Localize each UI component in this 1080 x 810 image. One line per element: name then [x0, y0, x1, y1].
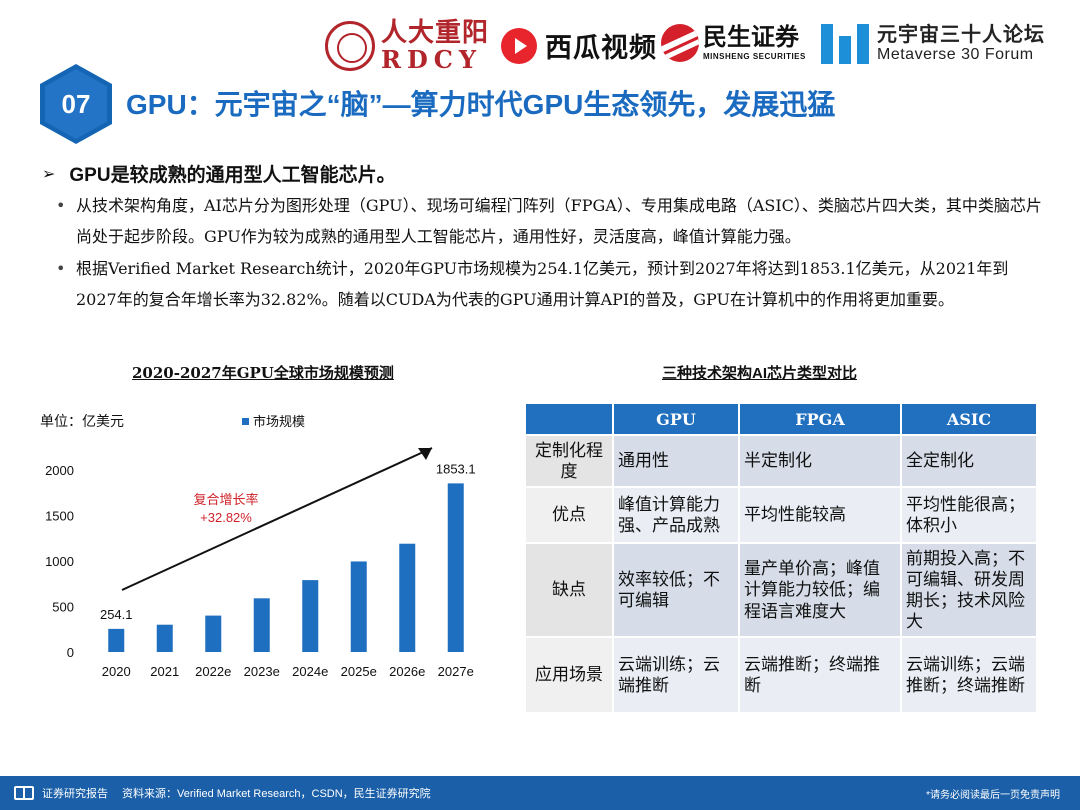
y-tick-label: 1500 [45, 509, 74, 524]
cell-fpga: 量产单价高；峰值计算能力较低；编程语言难度大 [738, 542, 902, 638]
table-row: 缺点 效率较低；不可编辑 量产单价高；峰值计算能力较低；编程语言难度大 前期投入… [524, 542, 1038, 638]
cell-gpu: 云端训练；云端推断 [612, 636, 740, 714]
x-tick-label: 2023e [244, 664, 280, 679]
bar-2025e [350, 561, 367, 652]
metaverse-forum-name-cn: 元宇宙三十人论坛 [877, 24, 1045, 47]
bar-2027e [447, 483, 464, 652]
section-number: 07 [45, 69, 107, 139]
x-tick-label: 2024e [292, 664, 328, 679]
table-header-row: GPU FPGA ASIC [524, 402, 1038, 436]
cell-fpga: 半定制化 [738, 434, 902, 488]
x-tick-label: 2025e [341, 664, 377, 679]
book-icon [14, 786, 34, 800]
y-tick-label: 1000 [45, 554, 74, 569]
bar-data-label: 254.1 [100, 607, 133, 622]
y-tick-label: 0 [67, 645, 74, 660]
x-tick-label: 2020 [102, 664, 131, 679]
bar-2026e [399, 543, 416, 652]
y-tick-label: 2000 [45, 463, 74, 478]
footer-bar: 证券研究报告 资料来源：Verified Market Research，CSD… [0, 776, 1080, 810]
section-heading: ➢ GPU是较成熟的通用型人工智能芯片。 [42, 160, 396, 187]
table-header-fpga: FPGA [738, 402, 902, 436]
row-label: 应用场景 [524, 636, 614, 714]
rdcy-name-en: RDCY [381, 45, 482, 74]
minsheng-name-cn: 民生证券 [703, 23, 799, 51]
minsheng-logo: 民生证券 MINSHENG SECURITIES [661, 24, 806, 62]
xigua-name: 西瓜视频 [545, 33, 657, 63]
cell-gpu: 峰值计算能力强、产品成熟 [612, 486, 740, 544]
xigua-logo: 西瓜视频 [501, 26, 657, 65]
bar-2021 [156, 624, 173, 652]
bar-2024e [302, 580, 319, 652]
cell-asic: 云端训练；云端推断；终端推断 [900, 636, 1038, 714]
bullet-dot-icon: • [56, 259, 66, 278]
x-tick-label: 2026e [389, 664, 425, 679]
row-label: 缺点 [524, 542, 614, 638]
metaverse-forum-name-en: Metaverse 30 Forum [877, 46, 1034, 64]
cell-asic: 前期投入高；不可编辑、研发周期长；技术风险大 [900, 542, 1038, 638]
footer-report-type: 证券研究报告 [42, 788, 108, 800]
table-row: 应用场景 云端训练；云端推断 云端推断；终端推断 云端训练；云端推断；终端推断 [524, 636, 1038, 714]
page-title: GPU：元宇宙之“脑”—算力时代GPU生态领先，发展迅猛 [126, 89, 836, 120]
bullet-paragraph: • 根据Verified Market Research统计，2020年GPU市… [56, 253, 1046, 315]
rdcy-name-cn: 人大重阳 [381, 18, 490, 48]
market-size-bar-chart: 单位：亿美元 市场规模 0 500 1000 1500 2000 2020 2021 202… [40, 413, 476, 679]
table-header-corner [524, 402, 614, 436]
xigua-play-icon [501, 27, 537, 64]
cell-fpga: 云端推断；终端推断 [738, 636, 902, 714]
table-row: 定制化程度 通用性 半定制化 全定制化 [524, 434, 1038, 488]
table-row: 优点 峰值计算能力强、产品成熟 平均性能较高 平均性能很高；体积小 [524, 486, 1038, 544]
growth-annotation-value: +32.82% [200, 510, 252, 525]
growth-annotation-title: 复合增长率 [193, 492, 258, 507]
bullet-text: 根据Verified Market Research统计，2020年GPU市场规… [76, 259, 1009, 309]
cell-fpga: 平均性能较高 [738, 486, 902, 544]
rdcy-logo: 人大重阳 RDCY [325, 20, 489, 72]
rdcy-seal-icon [325, 21, 375, 71]
cell-gpu: 效率较低；不可编辑 [612, 542, 740, 638]
x-tick-label: 2027e [438, 664, 474, 679]
trend-arrowhead-icon [418, 448, 432, 460]
x-tick-label: 2022e [195, 664, 231, 679]
bar-2023e [253, 598, 270, 652]
ai-chip-comparison-table: GPU FPGA ASIC 定制化程度 通用性 半定制化 全定制化 优点 峰值计… [524, 402, 1038, 714]
section-number-badge: 07 [40, 64, 112, 144]
header-logos: 人大重阳 RDCY 西瓜视频 民生证券 MINSHENG SECURITIES … [325, 18, 1065, 76]
cell-gpu: 通用性 [612, 434, 740, 488]
legend-swatch [242, 418, 249, 425]
chart-title: 2020-2027年GPU全球市场规模预测 [132, 364, 394, 382]
section-heading-text: GPU是较成熟的通用型人工智能芯片。 [69, 165, 396, 186]
metaverse-m-icon [821, 24, 869, 64]
table-header-gpu: GPU [612, 402, 740, 436]
chart-unit-label: 单位：亿美元 [40, 413, 124, 429]
cell-asic: 平均性能很高；体积小 [900, 486, 1038, 544]
bullet-paragraph: • 从技术架构角度，AI芯片分为图形处理（GPU）、现场可编程门阵列（FPGA）… [56, 190, 1046, 252]
minsheng-emblem-icon [661, 24, 699, 62]
bullet-text: 从技术架构角度，AI芯片分为图形处理（GPU）、现场可编程门阵列（FPGA）、专… [76, 196, 1042, 246]
metaverse-forum-logo: 元宇宙三十人论坛 Metaverse 30 Forum [821, 24, 1045, 64]
arrow-bullet-icon: ➢ [42, 165, 56, 183]
table-title: 三种技术架构AI芯片类型对比 [662, 365, 858, 382]
bar-2020 [108, 628, 125, 652]
bar-data-label: 1853.1 [436, 461, 476, 476]
growth-trend-arrow [121, 447, 433, 591]
y-tick-label: 500 [52, 600, 74, 615]
minsheng-name-en: MINSHENG SECURITIES [703, 51, 806, 61]
footer-source: 资料来源：Verified Market Research，CSDN，民生证券研… [122, 788, 431, 800]
row-label: 优点 [524, 486, 614, 544]
chart-legend-label: 市场规模 [253, 414, 305, 429]
x-tick-label: 2021 [150, 664, 179, 679]
footer-disclaimer: *请务必阅读最后一页免责声明 [926, 789, 1060, 801]
table-header-asic: ASIC [900, 402, 1038, 436]
row-label: 定制化程度 [524, 434, 614, 488]
cell-asic: 全定制化 [900, 434, 1038, 488]
bar-2022e [205, 615, 222, 652]
bullet-dot-icon: • [56, 196, 66, 215]
